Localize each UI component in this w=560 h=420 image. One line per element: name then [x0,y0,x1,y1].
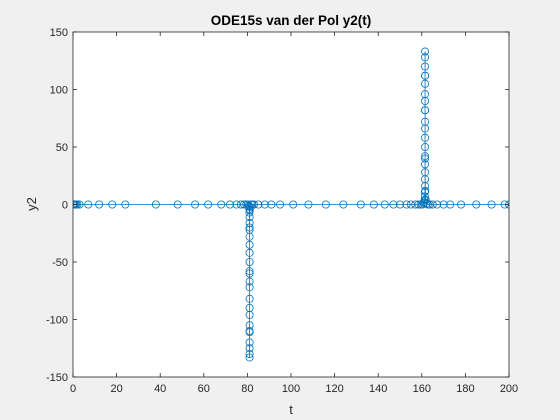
data-point-marker [276,200,285,209]
data-point-marker [245,310,254,319]
y-axis-label: y2 [24,197,39,211]
x-axis-label: t [289,402,293,417]
data-point-marker [245,232,254,241]
y-tick-label: -100 [46,315,68,327]
data-point-marker [245,277,254,286]
data-point-marker [245,344,254,353]
data-point-marker [439,200,448,209]
data-point-marker [245,269,254,278]
data-point-marker [421,117,430,126]
data-point-marker [421,53,430,62]
x-tick-label: 180 [456,383,474,395]
data-point-marker [421,62,430,71]
data-point-marker [402,200,411,209]
x-tick-label: 20 [110,383,122,395]
y-tick-label: 100 [50,85,68,97]
data-point-marker [339,200,348,209]
data-point-marker [457,200,466,209]
data-point-marker [369,200,378,209]
data-point-marker [245,294,254,303]
data-point-marker [421,79,430,88]
data-point-marker [406,200,415,209]
data-point-marker [421,90,430,99]
data-point-marker [232,200,241,209]
data-point-marker [421,133,430,142]
data-point-marker [421,160,430,169]
data-point-marker [245,223,254,232]
data-point-marker [173,200,182,209]
x-tick-label: 80 [241,383,253,395]
y-tick-label: -150 [46,372,68,384]
data-point-marker [204,200,213,209]
y-tick-label: -50 [52,257,68,269]
data-point-marker [421,106,430,115]
x-tick-label: 200 [500,383,518,395]
data-point-marker [84,200,93,209]
data-point-marker [245,240,254,249]
data-point-marker [249,200,258,209]
data-point-marker [446,200,455,209]
data-point-marker [421,142,430,151]
data-point-marker [428,200,437,209]
x-tick-label: 60 [198,383,210,395]
x-axis-ticks: 0 20 40 60 80 100 120 140 160 180 200 [70,32,518,395]
data-point-marker [423,200,432,209]
data-point-marker [191,200,200,209]
data-point-marker [121,200,130,209]
series-line [73,51,509,358]
data-point-marker [421,186,430,195]
y-tick-label: 0 [62,200,68,212]
x-tick-label: 40 [154,383,166,395]
plot-clip-group [73,47,509,362]
data-point-marker [245,326,254,335]
data-point-marker [421,168,430,177]
data-point-marker [245,338,254,347]
data-point-marker [356,200,365,209]
x-tick-label: 140 [369,383,387,395]
data-point-marker [245,283,254,292]
x-tick-label: 120 [325,383,343,395]
data-point-marker [414,200,423,209]
data-point-marker [245,349,254,358]
data-point-marker [254,200,263,209]
data-point-marker [421,152,430,161]
data-point-marker [95,200,104,209]
data-point-marker [433,200,442,209]
data-point-marker [289,200,298,209]
series-layer [73,47,509,362]
data-point-marker [304,200,313,209]
data-point-marker [245,248,254,257]
data-point-marker [245,206,254,215]
x-tick-label: 0 [70,383,76,395]
x-tick-label: 100 [282,383,300,395]
y-tick-label: 50 [56,142,68,154]
y-axis-ticks: -150 -100 -50 0 50 100 150 [46,27,509,384]
data-point-marker [260,200,269,209]
chart-title: ODE15s van der Pol y2(t) [211,13,372,28]
data-point-marker [108,200,117,209]
data-point-marker [225,200,234,209]
data-point-marker [389,200,398,209]
data-point-marker [472,200,481,209]
data-point-marker [395,200,404,209]
data-point-marker [245,353,254,362]
data-point-marker [217,200,226,209]
data-point-marker [421,154,430,163]
data-point-marker [245,257,254,266]
data-point-marker [245,267,254,276]
data-point-marker [267,200,276,209]
data-point-marker [151,200,160,209]
data-point-marker [380,200,389,209]
data-point-marker [487,200,496,209]
data-point-marker [421,195,430,204]
data-point-marker [421,47,430,56]
data-point-marker [243,200,252,209]
x-tick-label: 160 [413,383,431,395]
y-tick-label: 150 [50,27,68,39]
data-point-marker [421,71,430,80]
data-point-marker [321,200,330,209]
